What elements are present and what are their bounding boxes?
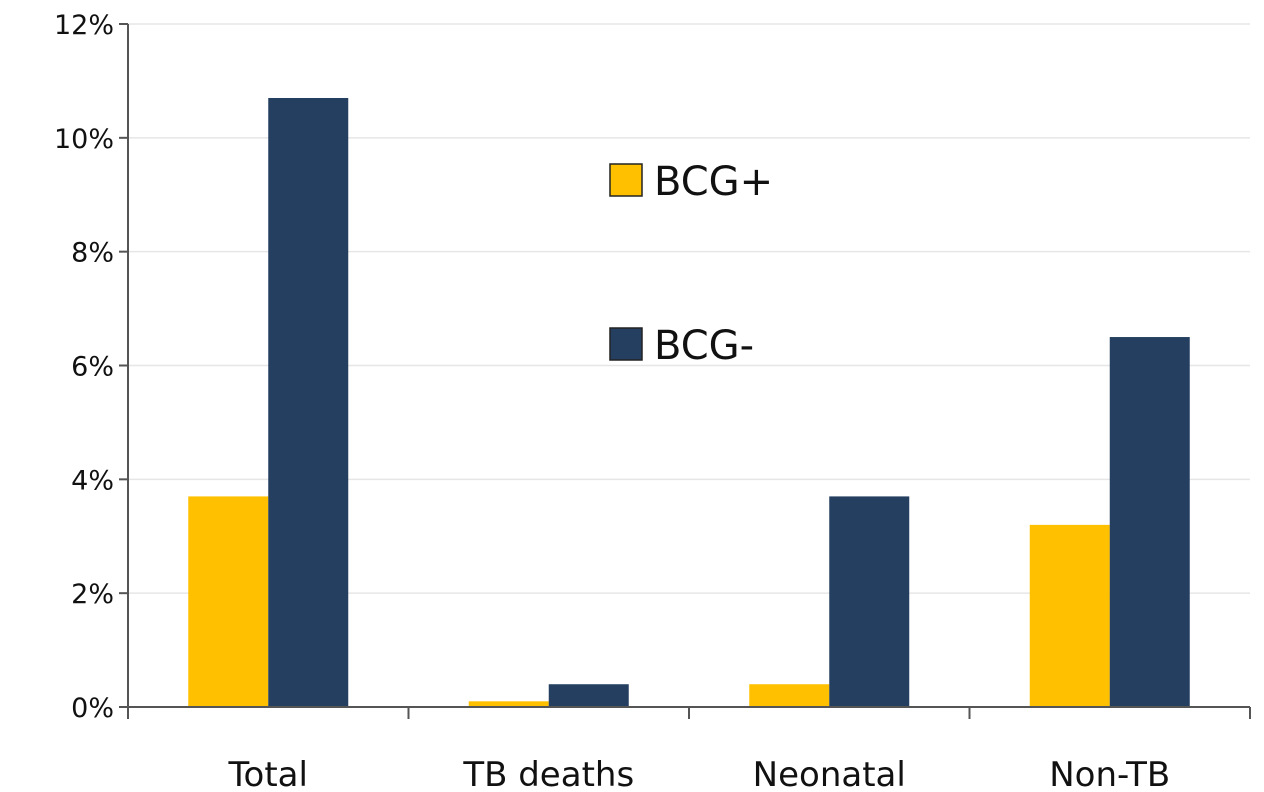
bar-BCG+-non-tb bbox=[1029, 524, 1110, 707]
y-tick-label-1: 2% bbox=[71, 579, 114, 610]
bar-BCG--tb-deaths bbox=[548, 684, 629, 707]
y-tick-label-5: 10% bbox=[54, 124, 114, 155]
x-category-label-3: Non-TB bbox=[1049, 755, 1170, 792]
y-tick-label-2: 4% bbox=[71, 465, 114, 496]
legend-swatch-1 bbox=[609, 327, 643, 361]
x-category-label-1: TB deaths bbox=[462, 755, 634, 792]
legend-swatch-0 bbox=[609, 163, 643, 197]
x-category-labels: Total TB deaths Neonatal Non-TB bbox=[127, 707, 1251, 792]
y-tick-label-4: 8% bbox=[71, 238, 114, 269]
bar-BCG+-neonatal bbox=[749, 684, 830, 707]
legend-label-1: BCG- bbox=[654, 323, 754, 369]
bars bbox=[188, 97, 1190, 707]
bar-BCG--neonatal bbox=[829, 496, 910, 707]
y-tick-label-3: 6% bbox=[71, 352, 114, 383]
bar-BCG--non-tb bbox=[1109, 337, 1190, 707]
bar-BCG--total bbox=[268, 97, 349, 707]
y-tick-label-6: 12% bbox=[54, 10, 114, 41]
bar-BCG+-tb-deaths bbox=[468, 701, 549, 707]
legend: BCG+ BCG- bbox=[609, 159, 773, 369]
y-tick-label-0: 0% bbox=[71, 693, 114, 724]
x-category-label-0: Total bbox=[228, 755, 308, 792]
x-category-label-2: Neonatal bbox=[753, 755, 906, 792]
legend-label-0: BCG+ bbox=[654, 159, 773, 205]
bar-BCG+-total bbox=[188, 496, 269, 707]
y-tick-labels: 0% 2% 4% 6% 8% 10% 12% bbox=[54, 10, 128, 724]
